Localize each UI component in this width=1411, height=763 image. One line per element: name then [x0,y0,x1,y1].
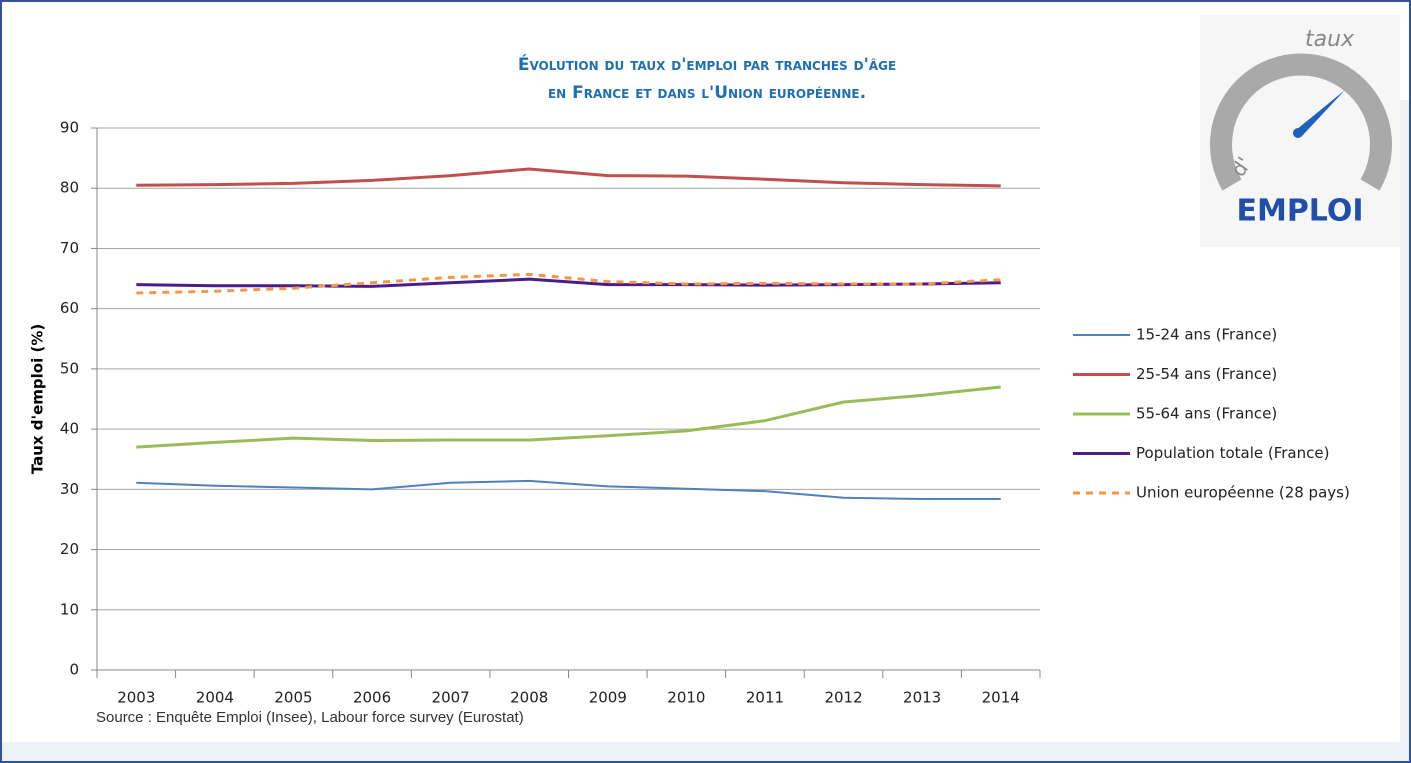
shade [1400,100,1409,742]
source: Source : Enquête Emploi (Insee), Labour … [96,709,524,726]
x-tick-label: 2004 [196,689,234,707]
legend-label: Union européenne (28 pays) [1136,484,1350,502]
gauge [1210,53,1392,191]
needle [1296,90,1345,136]
logo-text: EMPLOI [1236,194,1363,229]
x-tick-label: 2012 [824,689,862,707]
logo: taux d' EMPLOI [1200,15,1400,247]
y-tick-label: 90 [60,119,79,137]
series-line [136,385,1001,449]
needle-hub [1293,128,1303,138]
legend-label: 25-54 ans (France) [1136,365,1277,383]
legend-label: 55-64 ans (France) [1136,405,1277,423]
y-tick-label: 80 [60,179,79,197]
x-tick-label: 2009 [589,689,627,707]
y-tick-label: 0 [69,661,79,679]
x-tick-label: 2014 [982,689,1020,707]
x-tick-label: 2007 [432,689,470,707]
logo-text: taux [1305,27,1355,52]
legend-label: 15-24 ans (France) [1136,326,1277,344]
series-line [136,167,1001,188]
x-tick-label: 2011 [746,689,784,707]
footer-band [2,742,1409,761]
x-tick-label: 2006 [353,689,391,707]
series-line [136,272,1001,295]
y-axis-label: Taux d'emploi (%) [29,324,47,474]
y-tick-label: 70 [60,239,79,257]
y-tick-label: 20 [60,540,79,558]
y-tick-label: 60 [60,299,79,317]
y-tick-label: 50 [60,359,79,377]
chart-title: Évolution du taux d'emploi par tranches … [518,53,896,75]
x-tick-label: 2005 [274,689,312,707]
x-tick-label: 2008 [510,689,548,707]
x-tick-label: 2003 [117,689,155,707]
y-tick-label: 40 [60,420,79,438]
x-tick-label: 2010 [667,689,705,707]
legend-label: Population totale (France) [1136,444,1329,462]
chart-title: en France et dans l'Union européenne. [548,83,866,103]
y-tick-label: 30 [60,480,79,498]
y-tick-label: 10 [60,600,79,618]
series-line [136,479,1001,500]
x-tick-label: 2013 [903,689,941,707]
